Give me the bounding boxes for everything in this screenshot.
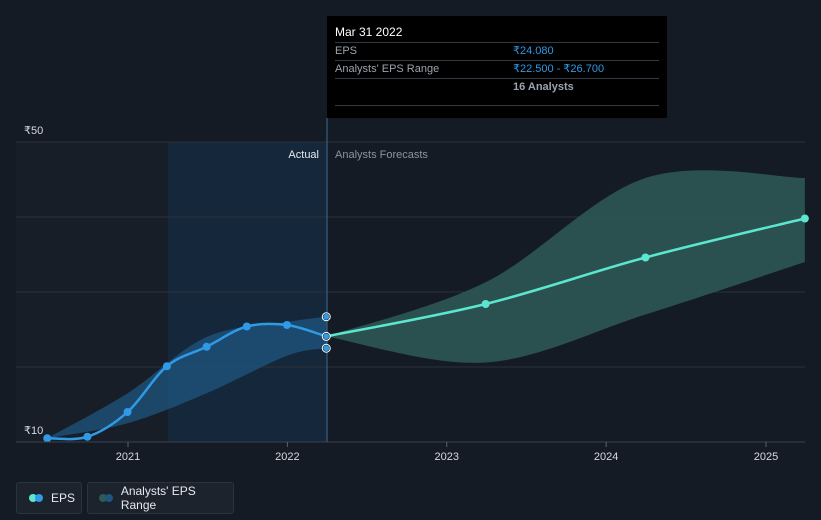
y-label-bottom: ₹10 (24, 425, 43, 437)
eps-point-forecast (641, 253, 650, 262)
x-tick-label: 2022 (275, 451, 299, 463)
y-label-top: ₹50 (24, 125, 43, 137)
tooltip-range-row: Analysts' EPS Range ₹22.500 - ₹26.700 (335, 61, 659, 79)
tooltip: Mar 31 2022 EPS ₹24.080 Analysts' EPS Ra… (327, 16, 667, 118)
legend-eps[interactable]: EPS (16, 482, 82, 514)
eps-point-actual (282, 321, 291, 329)
x-axis: 2021 2022 2023 2024 2025 (16, 441, 805, 463)
eps-point-actual (43, 434, 52, 443)
tooltip-eps-value: ₹24.080 (513, 45, 554, 57)
eps-point-actual (202, 342, 211, 351)
legend-range[interactable]: Analysts' EPS Range (87, 482, 234, 514)
tooltip-range-value: ₹22.500 - ₹26.700 (513, 63, 605, 75)
tooltip-date: Mar 31 2022 (335, 23, 659, 43)
eps-points (43, 214, 809, 443)
eps-current-marker-fill (323, 333, 330, 340)
section-label-actual: Actual (288, 149, 319, 161)
legend-eps-label: EPS (51, 491, 76, 505)
x-tick-label: 2024 (594, 451, 618, 463)
range-area-actual (47, 316, 327, 439)
eps-point-actual (83, 432, 92, 441)
eps-point-actual (162, 362, 171, 371)
legend-range-label: Analysts' EPS Range (120, 484, 196, 512)
range-high-marker-fill (323, 313, 330, 320)
tooltip-analysts-row: 16 Analysts (335, 79, 659, 106)
x-tick-label: 2021 (116, 451, 140, 463)
tooltip-range-label: Analysts' EPS Range (335, 63, 440, 75)
eps-legend-icon (29, 494, 43, 502)
eps-line-forecast (326, 217, 806, 338)
x-tick-label: 2023 (435, 451, 459, 463)
eps-point-actual (123, 408, 132, 416)
range-legend-icon (99, 494, 113, 502)
tooltip-analysts: 16 Analysts (513, 81, 574, 93)
range-areas (47, 170, 805, 439)
section-label-forecast: Analysts Forecasts (335, 149, 428, 161)
x-tick-label: 2025 (754, 451, 778, 463)
eps-point-actual (242, 322, 251, 331)
range-low-marker-fill (323, 345, 330, 352)
eps-point-forecast (481, 300, 490, 308)
range-area-forecast (326, 170, 805, 363)
tooltip-eps-row: EPS ₹24.080 (335, 43, 659, 61)
eps-point-forecast (800, 214, 809, 223)
eps-chart: 2021 2022 2023 2024 2025 ₹50 ₹10 Actual Anal… (16, 118, 809, 463)
tooltip-eps-label: EPS (335, 45, 358, 57)
